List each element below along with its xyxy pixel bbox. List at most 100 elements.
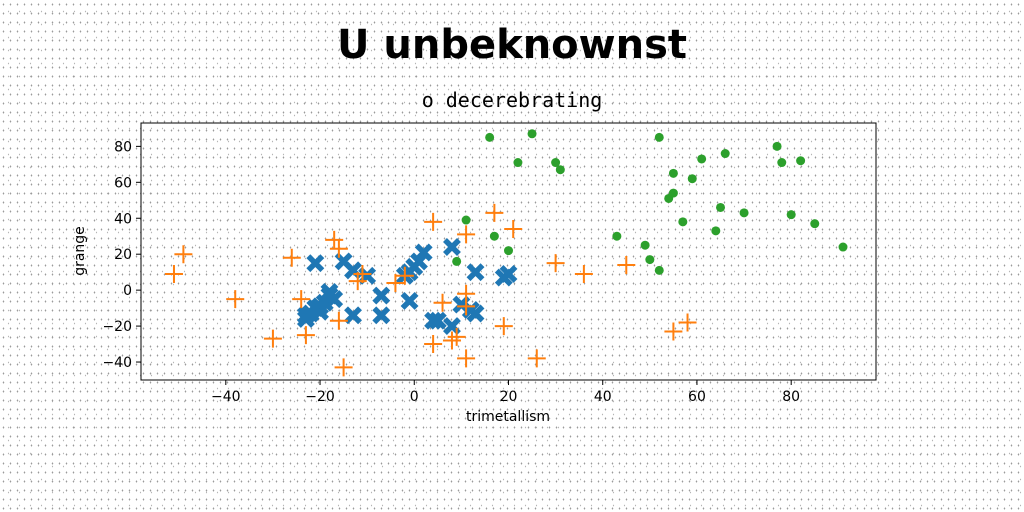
data-point [334,358,353,377]
data-point [494,317,513,336]
data-point [372,286,391,305]
y-tick: 0 [123,283,141,299]
data-point [320,282,339,301]
x-axis: −40 −20 0 20 40 60 80 [211,380,800,405]
data-point [664,322,683,341]
data-point [325,230,344,249]
chart-title: U unbeknownst [336,22,688,68]
data-point [485,132,495,142]
data-point [772,141,782,151]
data-point [263,329,282,348]
data-point [164,264,183,283]
data-point [555,165,565,175]
y-tick-label: 0 [123,283,132,299]
data-point [292,290,311,309]
data-point [612,231,622,241]
x-tick-label: 80 [782,389,800,405]
data-point [282,248,301,267]
data-point [678,313,697,332]
data-point [424,212,443,231]
data-point [720,149,730,159]
data-point [442,331,461,350]
series-1 [296,238,518,336]
data-point [443,238,461,256]
y-tick-label: 60 [114,175,132,191]
x-tick-label: −20 [305,389,335,405]
data-point [668,188,678,198]
data-point [739,208,749,218]
data-point [174,245,193,264]
y-tick-label: 40 [114,211,132,227]
data-point [424,335,443,354]
x-tick: −20 [305,380,335,405]
series-2 [164,203,697,377]
data-point [400,291,419,310]
series-3 [452,129,848,275]
y-tick-label: −20 [102,319,132,335]
data-point [838,242,848,252]
x-tick: 60 [688,380,706,405]
data-point [414,243,433,262]
data-point [678,217,688,227]
data-point [489,231,499,241]
data-point [527,129,537,139]
x-tick: 80 [782,380,800,405]
y-tick: 60 [114,175,141,191]
data-point [527,349,546,368]
data-point [810,219,820,229]
data-point [461,215,471,225]
data-point [777,158,787,168]
y-tick: −40 [102,355,141,371]
data-point [786,210,796,220]
data-point [306,254,325,273]
plot-marks [164,129,848,377]
data-point [546,254,565,273]
x-tick-label: 20 [500,389,518,405]
data-point [395,266,414,285]
y-tick: 20 [114,247,141,263]
data-point [551,158,561,168]
data-point [574,264,593,283]
y-tick: 40 [114,211,141,227]
x-tick-label: 0 [410,389,419,405]
data-point [640,240,650,250]
data-point [466,304,485,323]
data-point [424,311,443,330]
y-axis: −40 −20 0 20 40 60 80 [102,139,141,371]
data-point [447,327,466,346]
y-tick: −20 [102,319,141,335]
x-tick-label: −40 [211,389,241,405]
data-point [386,273,405,292]
data-point [348,272,367,291]
data-point [226,290,245,309]
data-point [457,349,476,368]
x-tick: 0 [410,380,419,405]
data-point [329,311,348,330]
x-tick: 20 [500,380,518,405]
data-point [410,252,428,271]
y-tick-label: 80 [114,139,132,155]
data-point [645,255,655,265]
y-tick: 80 [114,139,141,155]
y-tick-label: 20 [114,247,132,263]
data-point [353,264,372,283]
data-point [466,263,485,282]
data-point [452,256,462,266]
x-axis-label: trimetallism [466,409,550,425]
data-point [668,168,678,178]
data-point [301,304,320,323]
data-point [372,306,391,325]
x-tick-label: 40 [594,389,612,405]
data-point [485,203,504,222]
x-tick: −40 [211,380,241,405]
data-point [654,132,664,142]
data-point [654,265,664,275]
data-point [457,297,476,316]
data-point [504,246,513,256]
data-point [344,306,362,325]
data-point [428,311,447,330]
data-point [687,174,697,184]
data-point [716,202,726,212]
y-tick-label: −40 [102,355,132,371]
